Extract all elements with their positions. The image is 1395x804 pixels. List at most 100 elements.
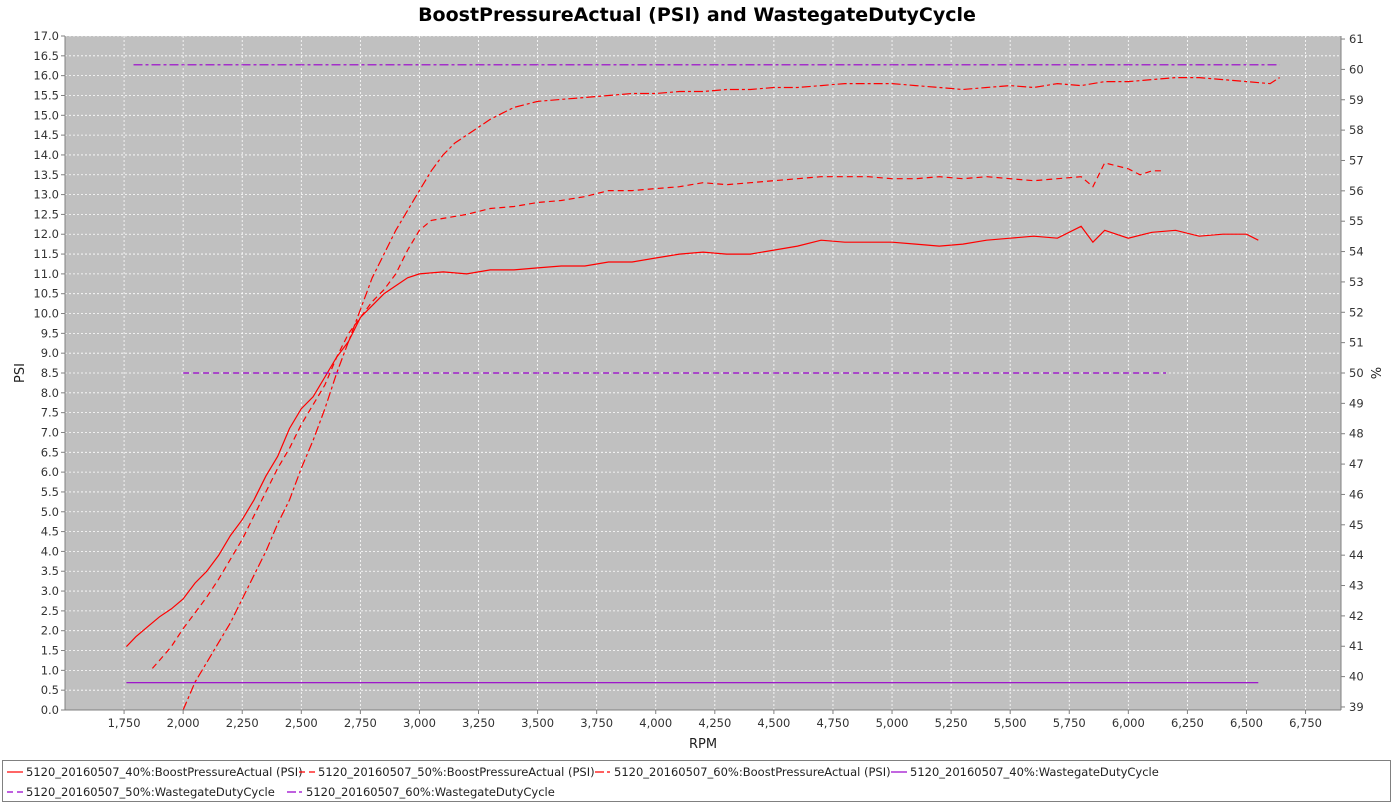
x-tick-label: 2,250 (226, 716, 259, 730)
y2-tick-label: 56 (1349, 184, 1364, 198)
y-tick-label: 4.0 (41, 544, 59, 558)
x-tick-label: 4,000 (639, 716, 672, 730)
y-tick-label: 0.5 (41, 683, 59, 697)
legend-item: 5120_20160507_50%:BoostPressureActual (P… (299, 765, 595, 779)
legend-swatch (287, 791, 303, 793)
y-tick-label: 8.5 (41, 366, 59, 380)
x-tick-label: 6,750 (1289, 716, 1322, 730)
x-tick-label: 1,750 (108, 716, 141, 730)
y-tick-label: 9.5 (41, 326, 59, 340)
series-line-3 (182, 76, 1280, 711)
legend-label: 5120_20160507_50%:BoostPressureActual (P… (318, 765, 595, 779)
y2-tick-label: 39 (1349, 700, 1364, 714)
y2-tick-label: 48 (1349, 427, 1364, 441)
y-tick-label: 7.5 (41, 406, 59, 420)
legend-swatch (299, 771, 315, 773)
y2-tick-label: 45 (1349, 518, 1364, 532)
legend-item: 5120_20160507_40%:WastegateDutyCycle (891, 765, 1159, 779)
y2-tick-label: 42 (1349, 609, 1364, 623)
x-tick-label: 6,250 (1171, 716, 1204, 730)
legend-swatch (7, 771, 23, 773)
y2-axis-ticks: 39 40 41 42 43 44 45 46 47 48 49 50 51 52 53 54 55 56 57 58… (1341, 32, 1364, 714)
y-tick-label: 12.0 (33, 227, 59, 241)
x-tick-label: 2,750 (344, 716, 377, 730)
x-tick-label: 2,000 (167, 716, 200, 730)
y-tick-label: 12.5 (33, 207, 59, 221)
y-tick-label: 0.0 (41, 703, 59, 717)
y2-tick-label: 50 (1349, 366, 1364, 380)
x-tick-label: 5,000 (876, 716, 909, 730)
y-tick-label: 11.0 (33, 267, 59, 281)
y2-tick-label: 46 (1349, 487, 1364, 501)
y2-tick-label: 44 (1349, 548, 1364, 562)
legend-item: 5120_20160507_40%:BoostPressureActual (P… (7, 765, 303, 779)
y-tick-label: 3.5 (41, 564, 59, 578)
y-axis-ticks: 0.0 0.5 1.0 1.5 2.0 2.5 3.0 3.5 4.0 4.5 5.0 5.5 6.0 6… (33, 29, 65, 717)
legend-label: 5120_20160507_40%:BoostPressureActual (P… (26, 765, 303, 779)
legend-label: 5120_20160507_60%:BoostPressureActual (P… (614, 765, 891, 779)
x-tick-label: 4,250 (698, 716, 731, 730)
legend-label: 5120_20160507_40%:WastegateDutyCycle (910, 765, 1159, 779)
y2-tick-label: 40 (1349, 670, 1364, 684)
y-tick-label: 3.0 (41, 584, 59, 598)
y-tick-label: 10.0 (33, 307, 59, 321)
y-tick-label: 5.5 (41, 485, 59, 499)
x-tick-label: 6,000 (1112, 716, 1145, 730)
y2-tick-label: 59 (1349, 93, 1364, 107)
x-axis-label: RPM (689, 737, 717, 752)
y2-axis-label: % (1367, 367, 1382, 379)
chart-title: BoostPressureActual (PSI) and WastegateD… (418, 4, 976, 26)
legend-item: 5120_20160507_60%:WastegateDutyCycle (287, 785, 555, 799)
y2-tick-label: 61 (1349, 32, 1364, 46)
y2-tick-label: 58 (1349, 123, 1364, 137)
y2-tick-label: 49 (1349, 396, 1364, 410)
chart: BoostPressureActual (PSI) and WastegateD… (13, 4, 1382, 752)
y2-tick-label: 54 (1349, 245, 1364, 259)
x-tick-label: 3,000 (403, 716, 436, 730)
legend-swatch (595, 771, 611, 773)
y-tick-label: 7.0 (41, 425, 59, 439)
legend-label: 5120_20160507_50%:WastegateDutyCycle (26, 785, 275, 799)
x-tick-label: 3,500 (521, 716, 554, 730)
y2-tick-label: 60 (1349, 62, 1364, 76)
y-tick-label: 9.0 (41, 346, 59, 360)
x-tick-label: 5,500 (994, 716, 1027, 730)
x-tick-label: 4,750 (816, 716, 849, 730)
y-tick-label: 17.0 (33, 29, 59, 43)
series-line-2 (151, 162, 1164, 669)
x-tick-label: 4,500 (757, 716, 790, 730)
legend-item: 5120_20160507_60%:BoostPressureActual (P… (595, 765, 891, 779)
x-tick-label: 2,500 (285, 716, 318, 730)
y2-tick-label: 47 (1349, 457, 1364, 471)
y2-tick-label: 51 (1349, 336, 1364, 350)
y-tick-label: 15.0 (33, 108, 59, 122)
y2-tick-label: 43 (1349, 579, 1364, 593)
y-tick-label: 6.0 (41, 465, 59, 479)
y-tick-label: 1.5 (41, 644, 59, 658)
y-tick-label: 8.0 (41, 386, 59, 400)
y2-tick-label: 53 (1349, 275, 1364, 289)
y-tick-label: 6.5 (41, 445, 59, 459)
y-tick-label: 11.5 (33, 247, 59, 261)
y-axis-label: PSI (13, 363, 28, 383)
y-tick-label: 13.0 (33, 188, 59, 202)
y2-tick-label: 41 (1349, 639, 1364, 653)
y-tick-label: 16.5 (33, 49, 59, 63)
legend-swatch (891, 771, 907, 773)
y-tick-label: 14.0 (33, 148, 59, 162)
y-tick-label: 10.5 (33, 287, 59, 301)
y-tick-label: 13.5 (33, 168, 59, 182)
x-tick-label: 5,750 (1053, 716, 1086, 730)
legend-swatch (7, 791, 23, 793)
x-tick-label: 3,250 (462, 716, 495, 730)
x-axis-ticks: 1,750 2,000 2,250 2,500 2,750 3,000 3,250 3,500… (108, 710, 1322, 730)
y-tick-label: 2.0 (41, 624, 59, 638)
y-tick-label: 2.5 (41, 604, 59, 618)
y-tick-label: 4.5 (41, 525, 59, 539)
y-tick-label: 16.0 (33, 69, 59, 83)
y2-tick-label: 57 (1349, 153, 1364, 167)
y-tick-label: 1.0 (41, 663, 59, 677)
legend-label: 5120_20160507_60%:WastegateDutyCycle (306, 785, 555, 799)
x-tick-label: 3,750 (580, 716, 613, 730)
series-layer (125, 64, 1280, 711)
